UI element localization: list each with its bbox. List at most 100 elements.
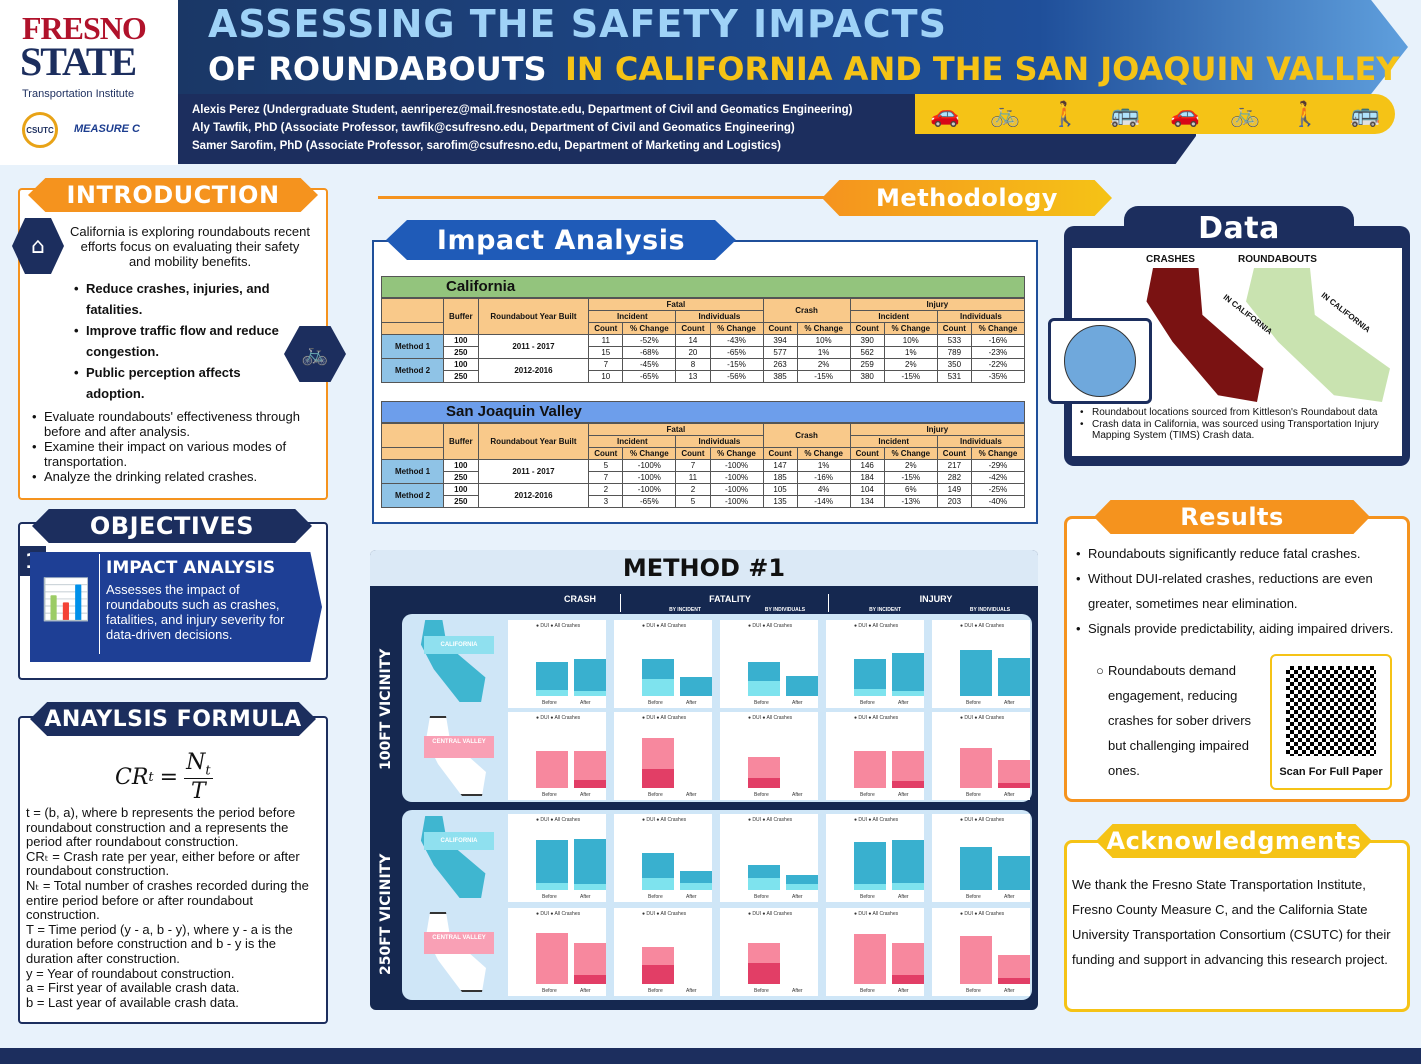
intro-bold-point: Reduce crashes, injuries, and fatalities…: [72, 278, 287, 320]
chart-legend: ● DUI ● All Crashes: [854, 911, 899, 917]
value-cell: 105: [762, 483, 798, 496]
qr-code[interactable]: [1286, 666, 1376, 756]
value-cell: 13: [675, 370, 711, 383]
value-cell: 789: [936, 346, 972, 359]
table-row: Method 2 100 2012-2016 7 -45% 8 -15% 263 2% 259 2%…: [381, 358, 1026, 383]
x-axis-label: Before: [860, 792, 875, 798]
th-incident: Incident: [588, 435, 677, 448]
bar-dui: [892, 780, 924, 788]
x-axis-label: After: [1004, 894, 1015, 900]
table-row: 250 3 -65% 5 -100% 135 -14% 134 -13% 203 -40%: [382, 495, 1026, 508]
table-row: Method 1 100 2011 - 2017 5 -100% 7 -100% 147 1% 1…: [381, 459, 1026, 484]
value-cell: -13%: [883, 495, 938, 508]
value-cell: 203: [936, 495, 972, 508]
value-cell: -100%: [622, 483, 677, 496]
mini-bar-chart: ● DUI ● All Crashes Before After: [826, 814, 924, 902]
year-cell: 2011 - 2017: [477, 334, 590, 359]
value-cell: -52%: [622, 334, 677, 347]
author-2: Aly Tawfik, PhD (Associate Professor, ta…: [192, 122, 795, 134]
method-cell: Method 2: [381, 358, 444, 383]
value-cell: -35%: [970, 370, 1026, 383]
chart-legend: ● DUI ● All Crashes: [536, 911, 581, 917]
x-axis-label: Before: [542, 700, 557, 706]
th-pct: % Change: [709, 447, 764, 460]
value-cell: 149: [936, 483, 972, 496]
logo-state: STATE: [20, 39, 137, 84]
title-line-1: ASSESSING THE SAFETY IMPACTS: [208, 2, 947, 46]
th-pct: % Change: [883, 447, 938, 460]
methodology-heading: Methodology: [822, 180, 1112, 216]
formula-num-sub: t: [205, 763, 211, 779]
intro-point: Examine their impact on various modes of…: [30, 439, 322, 469]
objective-item-text: Assesses the impact of roundabouts such …: [106, 582, 285, 642]
value-cell: -29%: [970, 459, 1026, 472]
x-axis-label: Before: [648, 894, 663, 900]
title-band: [178, 0, 1408, 94]
th-count: Count: [762, 322, 798, 335]
x-axis-label: After: [580, 700, 591, 706]
x-axis-label: Before: [754, 700, 769, 706]
th-pct: % Change: [883, 322, 938, 335]
result-point: Signals provide predictability, aiding i…: [1074, 616, 1402, 641]
california-table: Buffer Roundabout Year Built Fatal Crash…: [381, 298, 1026, 383]
x-axis-label: Before: [648, 792, 663, 798]
bar-dui: [998, 783, 1030, 788]
intro-lead: California is exploring roundabouts rece…: [70, 224, 310, 269]
value-cell: 2%: [883, 358, 938, 371]
table-row: Method 2 100 2012-2016 2 -100% 2 -100% 105 4% 104…: [381, 483, 1026, 508]
x-axis-label: Before: [966, 894, 981, 900]
mini-bar-chart: ● DUI ● All Crashes Before After: [508, 814, 606, 902]
bar-dui: [574, 975, 606, 984]
value-cell: 134: [849, 495, 885, 508]
value-cell: -25%: [970, 483, 1026, 496]
value-cell: 394: [762, 334, 798, 347]
chart-legend: ● DUI ● All Crashes: [642, 623, 687, 629]
value-cell: -100%: [709, 495, 764, 508]
method-cell: Method 2: [381, 483, 444, 508]
x-axis-label: After: [580, 894, 591, 900]
bar-all-crashes: [960, 748, 992, 788]
value-cell: -65%: [622, 495, 677, 508]
mini-bar-chart: ● DUI ● All Crashes Before After: [932, 814, 1030, 902]
value-cell: 1%: [883, 346, 938, 359]
bar-dui: [642, 678, 674, 696]
buffer-cell: 250: [443, 471, 479, 484]
year-cell: 2012-2016: [477, 358, 590, 383]
x-axis-label: Before: [966, 700, 981, 706]
value-cell: -45%: [622, 358, 677, 371]
th-count: Count: [588, 447, 624, 460]
bar-all-crashes: [574, 839, 606, 890]
value-cell: 2%: [796, 358, 851, 371]
intro-bold-point: Improve traffic flow and reduce congesti…: [72, 320, 287, 362]
chart-row: ● DUI ● All Crashes Before After ● DUI ● Al…: [508, 908, 1030, 996]
bar-all-crashes: [536, 750, 568, 788]
data-heading: Data: [1124, 206, 1354, 250]
table-region-sjv: San Joaquin Valley: [381, 401, 1025, 423]
year-cell: 2012-2016: [477, 483, 590, 508]
value-cell: 7: [675, 459, 711, 472]
bus-icon: 🚌: [1350, 100, 1380, 128]
mini-bar-chart: ● DUI ● All Crashes Before After: [826, 620, 924, 708]
th-pct: % Change: [970, 322, 1026, 335]
value-cell: 184: [849, 471, 885, 484]
chart-row: ● DUI ● All Crashes Before After ● DUI ● Al…: [508, 712, 1030, 800]
value-cell: 11: [675, 471, 711, 484]
value-cell: 263: [762, 358, 798, 371]
acknowledgments-heading: Acknowledgments: [1096, 824, 1372, 858]
chart-legend: ● DUI ● All Crashes: [748, 715, 793, 721]
region-label: CENTRAL VALLEY: [424, 736, 494, 758]
value-cell: -22%: [970, 358, 1026, 371]
bar-dui: [748, 962, 780, 984]
group-divider: [828, 594, 829, 612]
bar-dui: [748, 680, 780, 696]
chart-legend: ● DUI ● All Crashes: [536, 715, 581, 721]
value-cell: -16%: [970, 334, 1026, 347]
bar-all-crashes: [960, 650, 992, 696]
acknowledgments-text: We thank the Fresno State Transportation…: [1072, 877, 1391, 967]
buffer-cell: 100: [443, 483, 479, 496]
value-cell: 217: [936, 459, 972, 472]
bar-all-crashes: [680, 677, 712, 696]
logo-fresno: FRESNO: [22, 10, 147, 46]
objectives-heading: OBJECTIVES: [32, 509, 312, 543]
result-point: Roundabouts significantly reduce fatal c…: [1074, 541, 1402, 566]
